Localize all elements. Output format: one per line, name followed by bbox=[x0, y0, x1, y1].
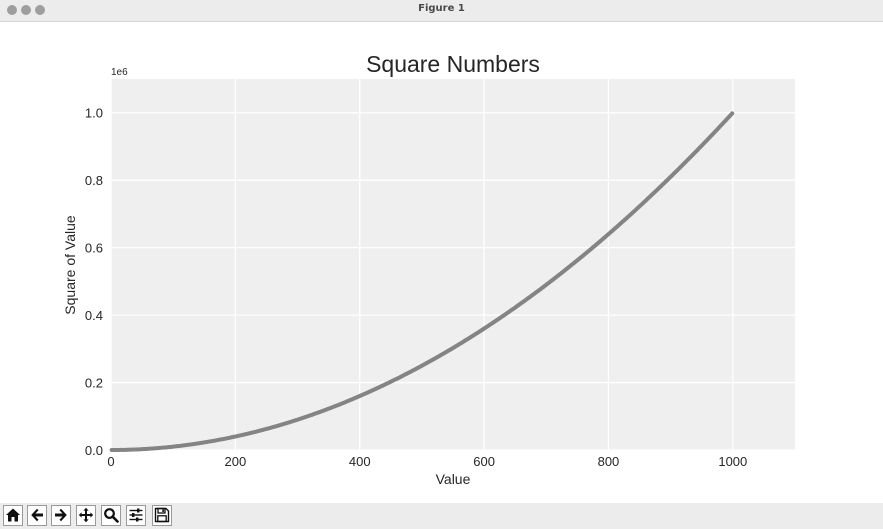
x-axis-ticks: 0 200 400 600 800 1000 bbox=[107, 454, 747, 469]
x-tick-label: 200 bbox=[225, 454, 247, 469]
x-tick-label: 800 bbox=[598, 454, 620, 469]
y-tick-label: 0.8 bbox=[85, 173, 103, 188]
x-tick-label: 1000 bbox=[718, 454, 747, 469]
chart-title: Square Numbers bbox=[366, 51, 540, 77]
minimize-window-button[interactable] bbox=[21, 5, 31, 15]
axes-background bbox=[111, 79, 795, 450]
y-offset-text: 1e6 bbox=[111, 67, 128, 78]
magnifier-icon bbox=[104, 508, 119, 523]
move-icon bbox=[78, 507, 94, 523]
navigation-toolbar bbox=[0, 503, 883, 529]
x-tick-label: 600 bbox=[473, 454, 495, 469]
arrow-right-icon bbox=[55, 508, 67, 522]
home-icon bbox=[6, 508, 20, 522]
y-tick-label: 0.2 bbox=[85, 376, 103, 391]
y-tick-label: 0.0 bbox=[85, 443, 103, 458]
data-point bbox=[730, 111, 735, 116]
y-axis-label: Square of Value bbox=[62, 215, 78, 315]
forward-button[interactable] bbox=[51, 505, 71, 526]
zoom-button[interactable] bbox=[101, 505, 121, 526]
pan-button[interactable] bbox=[76, 505, 96, 526]
close-window-button[interactable] bbox=[7, 5, 17, 15]
save-button[interactable] bbox=[152, 505, 172, 526]
y-tick-label: 0.6 bbox=[85, 241, 103, 256]
data-series bbox=[109, 111, 735, 452]
x-tick-label: 400 bbox=[349, 454, 371, 469]
window-titlebar: Figure 1 bbox=[0, 0, 883, 22]
sliders-icon bbox=[129, 508, 143, 522]
back-button[interactable] bbox=[27, 505, 47, 526]
floppy-disk-icon bbox=[154, 507, 170, 523]
window-title: Figure 1 bbox=[418, 3, 465, 14]
zoom-window-button[interactable] bbox=[35, 5, 45, 15]
configure-subplots-button[interactable] bbox=[126, 505, 146, 526]
figure-canvas: 0 200 400 600 800 1000 0.0 0.2 0.4 0.6 0.8 1.0 Squ… bbox=[0, 22, 883, 503]
x-tick-label: 0 bbox=[107, 454, 114, 469]
arrow-left-icon bbox=[31, 508, 43, 522]
home-button[interactable] bbox=[3, 505, 23, 526]
grid bbox=[110, 79, 795, 451]
y-tick-label: 1.0 bbox=[85, 106, 103, 121]
y-axis-ticks: 0.0 0.2 0.4 0.6 0.8 1.0 bbox=[85, 106, 103, 458]
y-tick-label: 0.4 bbox=[85, 308, 103, 323]
x-axis-label: Value bbox=[436, 471, 471, 487]
